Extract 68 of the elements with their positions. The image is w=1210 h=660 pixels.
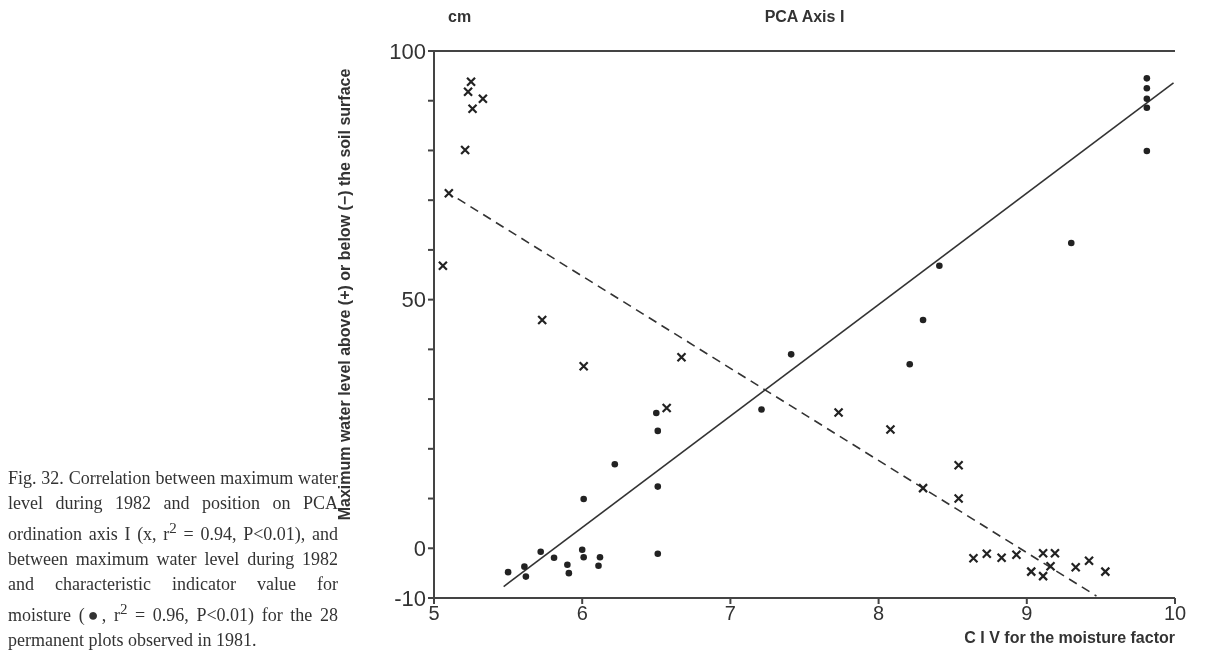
y-tick-label: 100 bbox=[389, 38, 426, 64]
point bbox=[1083, 555, 1095, 566]
point bbox=[580, 495, 587, 503]
point bbox=[917, 483, 929, 494]
point bbox=[1143, 104, 1151, 111]
y-tick-label: 0 bbox=[413, 536, 426, 562]
point bbox=[537, 548, 544, 556]
point bbox=[550, 554, 558, 562]
point bbox=[504, 568, 512, 576]
point bbox=[1143, 95, 1151, 103]
point bbox=[936, 262, 943, 270]
point bbox=[654, 550, 662, 558]
point bbox=[521, 563, 528, 570]
point bbox=[578, 546, 586, 554]
point bbox=[1038, 571, 1049, 582]
point bbox=[968, 553, 979, 564]
point bbox=[906, 360, 914, 368]
point bbox=[443, 188, 454, 199]
point bbox=[676, 352, 687, 363]
point bbox=[580, 553, 587, 561]
x-tick-label: 5 bbox=[428, 602, 440, 625]
point bbox=[522, 573, 530, 580]
point bbox=[654, 427, 662, 435]
text: cm bbox=[448, 8, 472, 26]
x-tick-label: 8 bbox=[873, 602, 885, 625]
point bbox=[460, 144, 471, 156]
point bbox=[1143, 85, 1151, 92]
x-axis-title: C I V for the moisture factor bbox=[964, 629, 1175, 646]
point bbox=[595, 562, 602, 569]
x-tick-label: 7 bbox=[724, 602, 736, 625]
point bbox=[787, 351, 795, 358]
point bbox=[953, 460, 964, 471]
point bbox=[996, 552, 1007, 563]
point bbox=[1026, 566, 1037, 577]
x-tick-label: 9 bbox=[1021, 602, 1033, 625]
point bbox=[1011, 549, 1022, 560]
point bbox=[885, 424, 896, 435]
point bbox=[1100, 566, 1111, 577]
point bbox=[564, 561, 571, 568]
point bbox=[467, 103, 478, 114]
point bbox=[1143, 147, 1151, 155]
point bbox=[596, 553, 604, 561]
point bbox=[919, 316, 927, 324]
text: Fig. 32. Correlation between maximum water level during 1982 and position on PCA ordination axis I (x, r$^{2}$ = 0.94, P<0.01), and between maximum water level during 1982 and characteristic indicator value for moisture (●, r$^{2}$ = 0.96, P<0.01) for the 28 permanent plots observed in 1981. bbox=[8, 468, 339, 650]
point bbox=[653, 409, 660, 417]
point bbox=[565, 569, 573, 577]
point bbox=[833, 407, 844, 418]
point bbox=[654, 483, 662, 490]
x-tick-label: 10 bbox=[1163, 602, 1187, 625]
point bbox=[462, 86, 474, 97]
point bbox=[1070, 562, 1081, 573]
point bbox=[465, 76, 477, 87]
point bbox=[537, 314, 548, 326]
point bbox=[661, 402, 672, 414]
point bbox=[1045, 561, 1056, 572]
y-tick-label: -10 bbox=[394, 585, 426, 611]
point bbox=[953, 493, 964, 504]
point bbox=[611, 460, 619, 468]
point bbox=[477, 93, 489, 104]
y-tick-label: 50 bbox=[401, 287, 426, 313]
x-tick-label: 6 bbox=[576, 602, 588, 625]
x2-axis-title: PCA Axis I bbox=[764, 8, 845, 25]
point bbox=[437, 260, 448, 271]
point bbox=[578, 361, 589, 372]
point bbox=[1143, 75, 1151, 82]
point bbox=[1067, 239, 1075, 247]
point bbox=[758, 406, 765, 413]
point bbox=[981, 548, 992, 559]
